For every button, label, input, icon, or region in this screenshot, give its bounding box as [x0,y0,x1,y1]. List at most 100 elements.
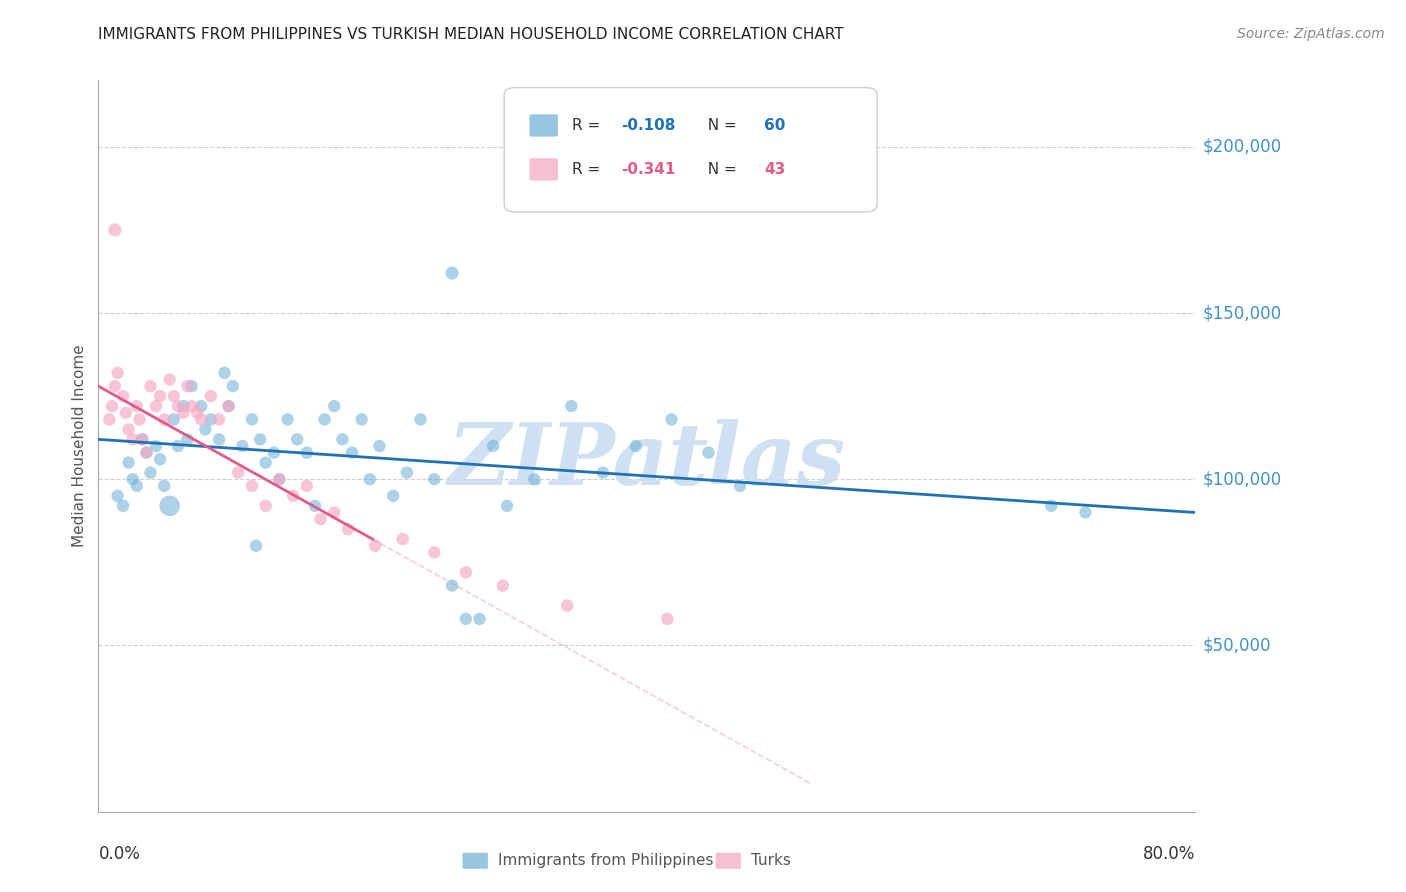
Point [104,379,127,393]
Point [139,379,162,393]
Text: $200,000: $200,000 [1202,137,1281,156]
Point [391,532,413,546]
Point [176,433,198,447]
Text: -0.341: -0.341 [621,161,676,177]
Text: 80.0%: 80.0% [1143,845,1195,863]
Point [145,399,167,413]
Point [107,489,129,503]
Point [125,399,148,413]
Point [285,433,308,447]
Point [125,479,148,493]
Point [159,499,181,513]
Text: Immigrants from Philippines: Immigrants from Philippines [498,854,713,868]
Point [176,379,198,393]
Point [697,445,720,459]
Text: 0.0%: 0.0% [98,845,141,863]
Point [555,599,578,613]
Point [441,579,464,593]
Point [523,472,546,486]
Point [121,472,143,486]
Point [128,412,150,426]
Point [323,399,346,413]
FancyBboxPatch shape [530,158,558,180]
Point [172,399,194,413]
Point [208,412,231,426]
Point [153,412,176,426]
Point [309,512,332,526]
Point [145,439,167,453]
Point [149,452,172,467]
Point [1040,499,1063,513]
Point [180,379,202,393]
Text: 60: 60 [763,118,786,133]
Point [159,372,181,386]
Point [149,389,172,403]
Point [226,466,249,480]
Point [139,466,162,480]
Point [218,399,240,413]
Point [624,439,647,453]
Point [249,433,271,447]
Point [153,479,176,493]
Point [101,399,124,413]
Point [263,445,285,459]
Point [454,612,477,626]
Point [218,399,240,413]
Text: $150,000: $150,000 [1202,304,1281,322]
Point [98,412,121,426]
Text: $100,000: $100,000 [1202,470,1281,488]
Point [245,539,267,553]
Point [163,412,186,426]
Point [492,579,515,593]
Point [190,412,212,426]
Point [295,479,318,493]
Text: R =: R = [572,161,606,177]
Text: Turks: Turks [751,854,790,868]
Point [441,266,464,280]
Point [240,412,263,426]
Point [112,389,135,403]
Point [104,223,127,237]
Point [194,422,217,436]
Text: N =: N = [699,118,742,133]
Point [167,399,190,413]
Text: ZIPatlas: ZIPatlas [447,419,846,502]
Point [364,539,387,553]
Point [186,406,208,420]
Point [131,433,153,447]
Point [214,366,236,380]
Text: 43: 43 [763,161,786,177]
Point [661,412,683,426]
Point [350,412,373,426]
Y-axis label: Median Household Income: Median Household Income [72,344,87,548]
Point [368,439,391,453]
Point [231,439,253,453]
Text: R =: R = [572,118,606,133]
Point [657,612,679,626]
Point [728,479,751,493]
Text: $50,000: $50,000 [1202,637,1271,655]
FancyBboxPatch shape [530,114,558,136]
Point [200,412,222,426]
Point [281,489,304,503]
Point [468,612,491,626]
FancyBboxPatch shape [505,87,877,212]
Point [454,566,477,580]
Point [208,433,231,447]
Point [496,499,519,513]
Point [323,506,346,520]
Point [1074,506,1097,520]
Point [269,472,291,486]
Text: -0.108: -0.108 [621,118,676,133]
Point [254,499,277,513]
Point [423,472,446,486]
Point [117,456,139,470]
Text: Source: ZipAtlas.com: Source: ZipAtlas.com [1237,27,1385,41]
Point [180,399,202,413]
Point [382,489,405,503]
Point [121,433,143,447]
Point [190,399,212,413]
Point [222,379,245,393]
Point [135,445,157,459]
Point [332,433,354,447]
